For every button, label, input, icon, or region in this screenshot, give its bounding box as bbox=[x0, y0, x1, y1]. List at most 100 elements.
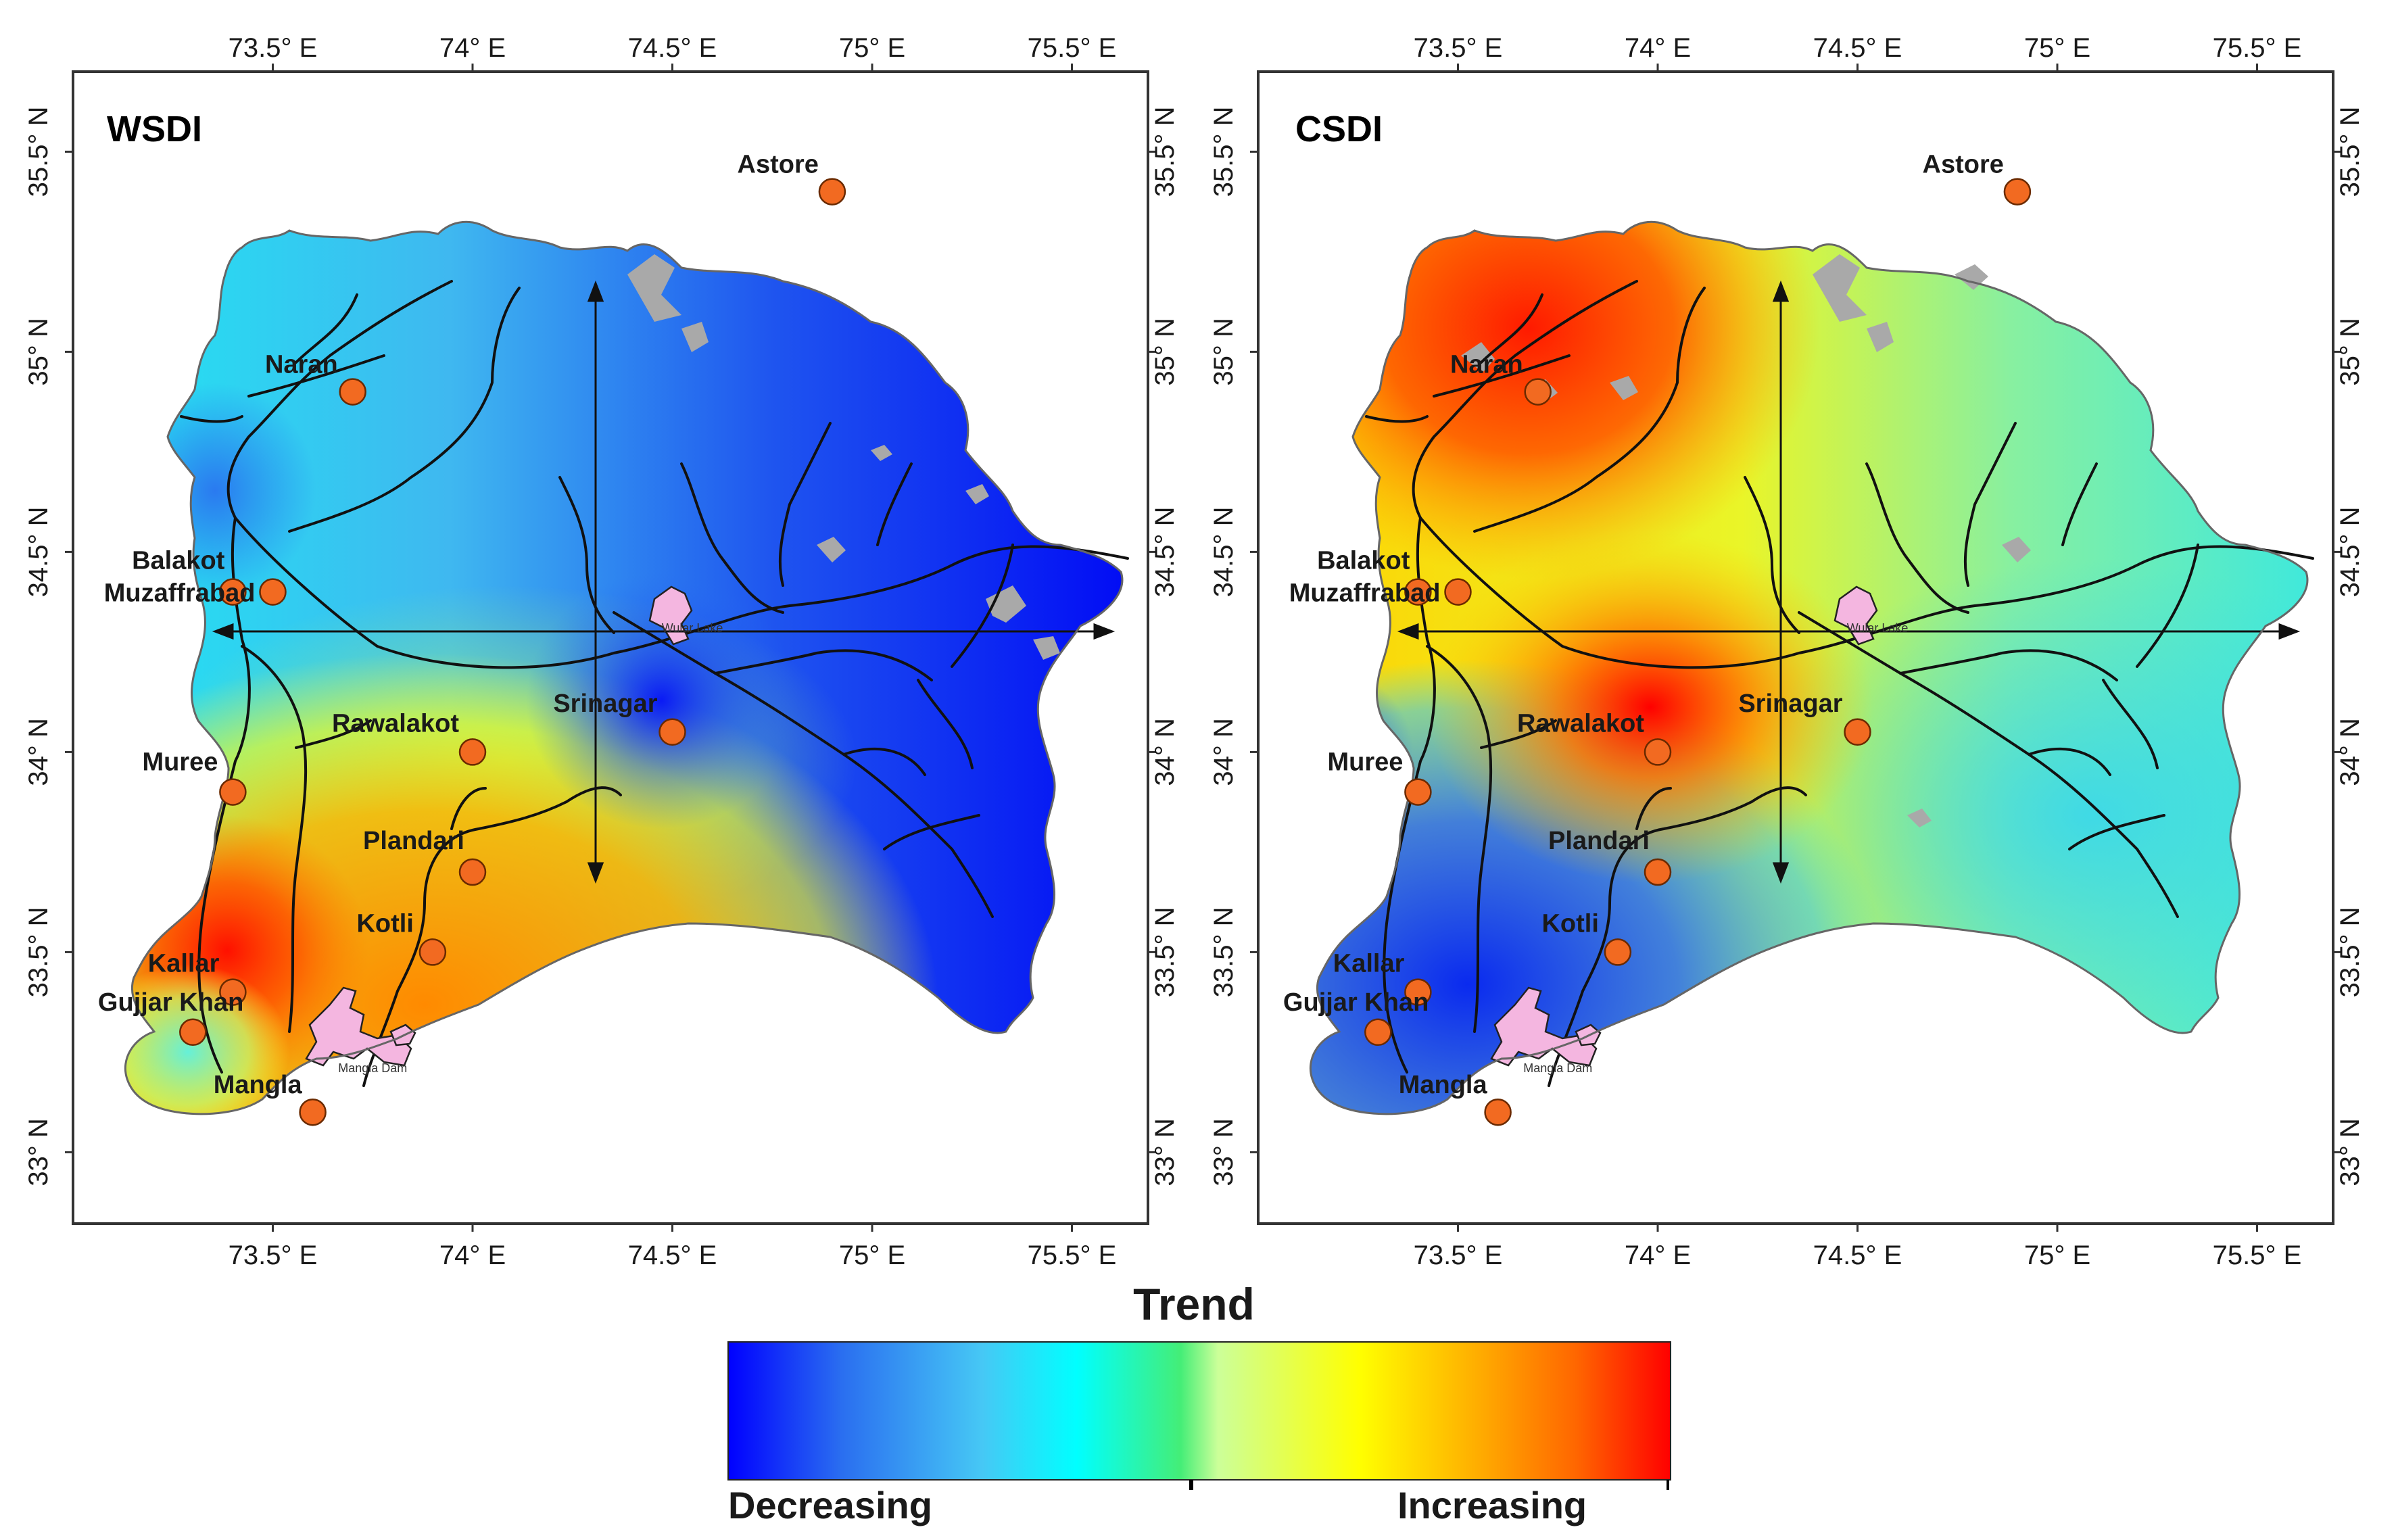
station-marker-rawalakot[interactable] bbox=[1644, 738, 1672, 766]
station-label-kotli: Kotli bbox=[356, 909, 413, 938]
lake-labels: Wular Lake Mangla Dam bbox=[1523, 621, 1908, 1075]
station-marker-gujjar-khan[interactable] bbox=[179, 1018, 207, 1046]
station-marker-astore[interactable] bbox=[2003, 178, 2032, 206]
lake-label-mangla-dam: Mangla Dam bbox=[1523, 1061, 1592, 1075]
stations: Astore Naran Balakot Muzaffrabad Rawalakot Sr… bbox=[1283, 151, 2032, 1126]
station-label-kallar: Kallar bbox=[1333, 950, 1405, 978]
lat-tick-label-right: 35.5° N bbox=[2335, 106, 2365, 197]
lat-tick-label-left: 35° N bbox=[1209, 318, 1239, 386]
lon-tick-label-top: 75.5° E bbox=[1028, 33, 1117, 63]
lon-tick-label-bottom: 74° E bbox=[1625, 1241, 1691, 1270]
station-marker-kallar[interactable] bbox=[1404, 978, 1432, 1006]
station-label-rawalakot: Rawalakot bbox=[332, 709, 459, 738]
lon-tick-label-bottom: 73.5° E bbox=[1414, 1241, 1503, 1270]
station-marker-kallar[interactable] bbox=[219, 978, 247, 1006]
lat-tick-label-left: 34° N bbox=[24, 718, 53, 786]
lon-tick-label-bottom: 75.5° E bbox=[1028, 1241, 1117, 1270]
station-label-rawalakot: Rawalakot bbox=[1517, 709, 1644, 738]
station-marker-naran[interactable] bbox=[339, 378, 366, 406]
lon-tick-label-bottom: 74.5° E bbox=[628, 1241, 717, 1270]
station-marker-mangla[interactable] bbox=[299, 1098, 327, 1126]
lake-label-wular-lake: Wular Lake bbox=[1847, 621, 1909, 635]
lat-tick-label-right: 33° N bbox=[1150, 1118, 1180, 1186]
snow-patches bbox=[627, 254, 1060, 660]
station-label-balakot: Balakot bbox=[132, 547, 225, 575]
csdi-map-panel: 73.5° E 73.5° E 74° E 74° E 74.5° E 74.5° E 75… bbox=[1209, 33, 2365, 1270]
station-label-gujjar-khan: Gujjar Khan bbox=[1283, 988, 1429, 1017]
station-marker-muree[interactable] bbox=[1404, 778, 1432, 806]
station-marker-srinagar[interactable] bbox=[658, 718, 686, 746]
station-marker-srinagar[interactable] bbox=[1844, 718, 1871, 746]
station-label-naran: Naran bbox=[265, 351, 338, 379]
river-network bbox=[180, 280, 1129, 1087]
lake-label-mangla-dam: Mangla Dam bbox=[338, 1061, 407, 1075]
lat-tick-label-right: 33.5° N bbox=[1150, 907, 1180, 997]
station-marker-astore[interactable] bbox=[818, 178, 846, 206]
station-label-muree: Muree bbox=[142, 748, 218, 777]
station-label-astore: Astore bbox=[1923, 151, 2004, 179]
lat-tick-label-left: 35.5° N bbox=[1209, 106, 1239, 197]
graticule-ticks: 73.5° E 73.5° E 74° E 74° E 74.5° E 74.5° E 75… bbox=[1209, 33, 2365, 1270]
lon-tick-label-top: 75.5° E bbox=[2213, 33, 2302, 63]
station-marker-kotli[interactable] bbox=[418, 938, 447, 966]
lat-tick-label-right: 34.5° N bbox=[2335, 506, 2365, 597]
station-label-plandari: Plandari bbox=[1548, 827, 1650, 855]
lon-tick-label-bottom: 75.5° E bbox=[2213, 1241, 2302, 1270]
panel-label: CSDI bbox=[1295, 109, 1383, 149]
lon-tick-label-bottom: 75° E bbox=[839, 1241, 905, 1270]
lon-tick-label-top: 73.5° E bbox=[229, 33, 318, 63]
lat-tick-label-left: 33° N bbox=[24, 1118, 53, 1186]
lon-tick-label-top: 74° E bbox=[439, 33, 506, 63]
station-marker-muzaffrabad[interactable] bbox=[259, 578, 287, 606]
station-marker-plandari[interactable] bbox=[458, 858, 487, 886]
station-marker-muzaffrabad[interactable] bbox=[1444, 578, 1472, 606]
station-label-mangla: Mangla bbox=[1399, 1071, 1488, 1099]
lon-tick-label-top: 74.5° E bbox=[1813, 33, 1902, 63]
lon-tick-label-bottom: 75° E bbox=[2024, 1241, 2090, 1270]
station-label-plandari: Plandari bbox=[363, 827, 464, 855]
station-marker-plandari[interactable] bbox=[1644, 858, 1672, 886]
station-marker-balakot[interactable] bbox=[1404, 578, 1432, 606]
river-network bbox=[1365, 280, 2314, 1087]
station-marker-kotli[interactable] bbox=[1604, 938, 1632, 966]
panel-label: WSDI bbox=[107, 109, 202, 149]
station-label-muree: Muree bbox=[1327, 748, 1403, 777]
lon-tick-label-top: 74° E bbox=[1625, 33, 1691, 63]
lat-tick-label-right: 34° N bbox=[2335, 718, 2365, 786]
lon-tick-label-top: 73.5° E bbox=[1414, 33, 1503, 63]
station-marker-gujjar-khan[interactable] bbox=[1364, 1018, 1392, 1046]
lat-tick-label-left: 33.5° N bbox=[24, 907, 53, 997]
wsdi-map-panel: 73.5° E 73.5° E 74° E 74° E 74.5° E 74.5° E 75… bbox=[24, 33, 1180, 1270]
lat-tick-label-right: 35° N bbox=[1150, 318, 1180, 386]
transect-arrows bbox=[1397, 280, 2301, 884]
lat-tick-label-left: 34.5° N bbox=[1209, 506, 1239, 597]
station-marker-rawalakot[interactable] bbox=[458, 738, 487, 766]
station-marker-muree[interactable] bbox=[219, 778, 247, 806]
lat-tick-label-right: 33.5° N bbox=[2335, 907, 2365, 997]
lat-tick-label-left: 34.5° N bbox=[24, 506, 53, 597]
lat-tick-label-left: 33.5° N bbox=[1209, 907, 1239, 997]
lon-tick-label-bottom: 74.5° E bbox=[1813, 1241, 1902, 1270]
lat-tick-label-right: 35.5° N bbox=[1150, 106, 1180, 197]
legend-colorbar bbox=[727, 1341, 1671, 1481]
station-label-gujjar-khan: Gujjar Khan bbox=[98, 988, 243, 1017]
stations: Astore Naran Balakot Muzaffrabad Rawalakot Sr… bbox=[98, 151, 846, 1126]
station-marker-balakot[interactable] bbox=[219, 578, 247, 606]
lat-tick-label-left: 35° N bbox=[24, 318, 53, 386]
station-marker-naran[interactable] bbox=[1524, 378, 1552, 406]
lon-tick-label-top: 75° E bbox=[2024, 33, 2090, 63]
station-label-mangla: Mangla bbox=[214, 1071, 303, 1099]
station-label-kallar: Kallar bbox=[148, 950, 220, 978]
transect-arrows bbox=[212, 280, 1116, 884]
basin-outline bbox=[124, 220, 1124, 1115]
station-marker-mangla[interactable] bbox=[1484, 1098, 1512, 1126]
lat-tick-label-right: 34° N bbox=[1150, 718, 1180, 786]
station-label-muzaffrabad: Muzaffrabad bbox=[1289, 579, 1441, 608]
trend-legend: Trend Decreasing Increasing bbox=[727, 1279, 1671, 1526]
lake-labels: Wular Lake Mangla Dam bbox=[338, 621, 723, 1075]
lake-label-wular-lake: Wular Lake bbox=[662, 621, 723, 635]
legend-low-label: Decreasing bbox=[728, 1484, 932, 1526]
station-label-astore: Astore bbox=[738, 151, 819, 179]
lon-tick-label-top: 74.5° E bbox=[628, 33, 717, 63]
station-label-naran: Naran bbox=[1450, 351, 1523, 379]
